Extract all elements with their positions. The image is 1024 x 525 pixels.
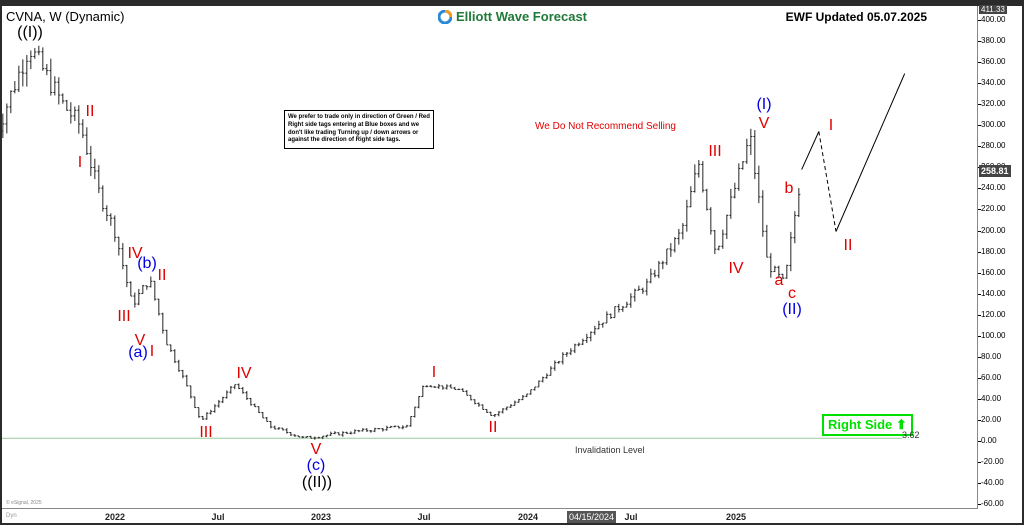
x-tick: Jul (211, 512, 225, 522)
y-tick: 340.00 (977, 78, 1006, 88)
no-sell-note: We Do Not Recommend Selling (535, 121, 676, 132)
wave-label: III (199, 424, 213, 441)
y-tick: 380.00 (977, 36, 1006, 46)
wave-label: V (134, 332, 146, 349)
y-tick: 60.00 (977, 372, 1002, 382)
wave-label: II (843, 237, 853, 254)
wave-label: I (149, 343, 155, 360)
wave-label: V (758, 115, 770, 132)
dyn-label: Dyn (6, 513, 17, 519)
wave-label: II (85, 103, 95, 120)
y-tick: 240.00 (977, 183, 1006, 193)
wave-label: (b) (137, 255, 157, 272)
invalidation-value: 3.62 (902, 430, 920, 440)
chart-title: CVNA, W (Dynamic) (6, 9, 125, 24)
y-tick: 300.00 (977, 120, 1006, 130)
x-tick: Jul (624, 512, 638, 522)
high-price-tag: 411.33 (979, 5, 1007, 14)
logo-text: Elliott Wave Forecast (456, 9, 587, 24)
y-tick: 280.00 (977, 141, 1006, 151)
y-tick: 100.00 (977, 330, 1006, 340)
y-tick: 200.00 (977, 225, 1006, 235)
wave-label: IV (728, 260, 744, 277)
y-tick: 120.00 (977, 309, 1006, 319)
y-tick: 320.00 (977, 99, 1006, 109)
plot-area[interactable]: CVNA, W (Dynamic) Elliott Wave Forecast … (0, 6, 978, 509)
price-axis[interactable]: 400.00 380.00 360.00 340.00 320.00 300.00 280.… (977, 6, 1022, 509)
arrow-up-icon: ⬆ (895, 417, 907, 432)
wave-label: ((II)) (301, 474, 333, 491)
copyright: © eSignal, 2025 (6, 500, 42, 506)
wave-label: IV (127, 245, 143, 262)
x-tick: 2022 (104, 512, 126, 522)
wave-label: V (310, 441, 322, 458)
wave-label: a (774, 272, 784, 289)
wave-label: I (431, 364, 437, 381)
y-tick: 0.00 (978, 436, 997, 445)
chart-window: CVNA, W (Dynamic) Elliott Wave Forecast … (0, 5, 1022, 523)
y-tick: 360.00 (977, 57, 1006, 67)
wave-label: I (828, 117, 834, 134)
wave-label: ((I)) (17, 24, 43, 41)
logo: Elliott Wave Forecast (438, 9, 587, 24)
y-tick: 220.00 (977, 204, 1006, 214)
projection-dashed (818, 131, 837, 232)
x-tick: 2024 (517, 512, 539, 522)
x-tick: 2025 (725, 512, 747, 522)
logo-icon (438, 9, 452, 24)
last-price-tag: 258.81 (979, 165, 1011, 177)
price-chart (0, 45, 906, 440)
right-side-label: Right Side (828, 417, 893, 432)
x-tick: Jul (417, 512, 431, 522)
y-tick: 40.00 (977, 393, 1002, 403)
trading-note: We prefer to trade only in direction of … (284, 110, 434, 150)
date-cursor-tag: 04/15/2024 (567, 511, 617, 523)
y-tick: 400.00 (977, 15, 1006, 24)
wave-label: b (784, 180, 794, 197)
y-tick: -40.00 (978, 478, 1004, 488)
y-tick: -20.00 (978, 457, 1004, 467)
wave-label: IV (236, 365, 252, 382)
wave-label: I (77, 154, 83, 171)
wave-label: (I) (756, 96, 772, 113)
y-tick: 160.00 (977, 267, 1006, 277)
wave-label: III (708, 143, 722, 160)
wave-label: (c) (306, 457, 326, 474)
projection-line (835, 73, 906, 232)
wave-label: II (488, 419, 498, 436)
y-tick: -60.00 (978, 499, 1004, 509)
y-tick: 80.00 (977, 351, 1002, 361)
right-side-tag: Right Side ⬆ (822, 414, 913, 436)
x-tick: 2023 (310, 512, 332, 522)
projection-line (801, 131, 820, 170)
y-tick: 20.00 (977, 414, 1002, 424)
wave-label: (II) (782, 301, 802, 318)
wave-label: c (788, 285, 796, 302)
wave-label: (a) (128, 344, 148, 361)
updated-date: EWF Updated 05.07.2025 (785, 10, 927, 24)
y-tick: 180.00 (977, 246, 1006, 256)
wave-label: III (117, 308, 131, 325)
invalidation-label: Invalidation Level (575, 445, 645, 455)
wave-label: II (157, 267, 167, 284)
y-tick: 140.00 (977, 288, 1006, 298)
